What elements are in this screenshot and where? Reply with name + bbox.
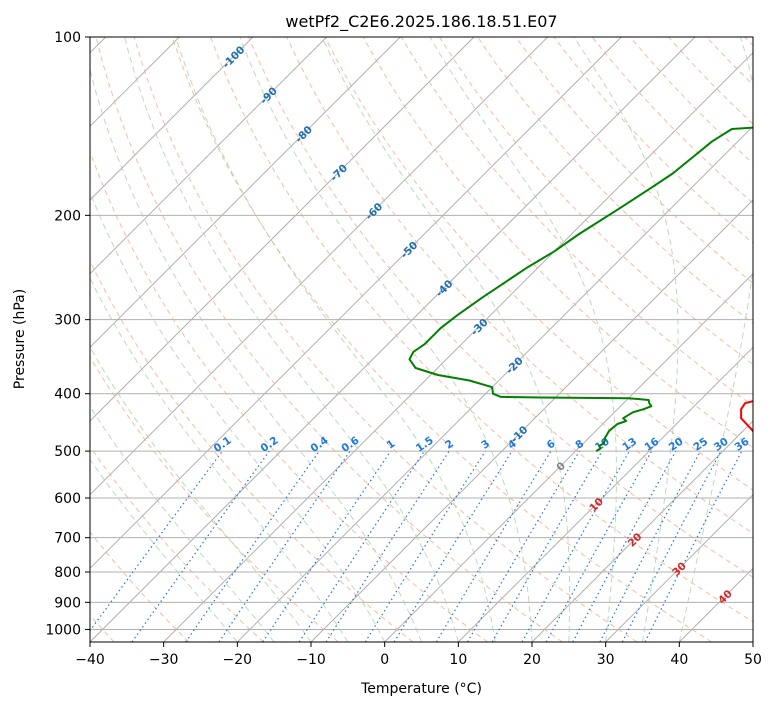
dewpoint-profile: [410, 37, 775, 451]
dry-adiabat: [211, 37, 775, 642]
x-tick-label: 30: [597, 652, 615, 668]
x-tick-label: 50: [744, 652, 762, 668]
isotherm-label: -80: [293, 124, 315, 146]
mixing-ratio-line: [132, 451, 269, 642]
dry-adiabat: [20, 37, 413, 642]
moist-adiabat: [83, 37, 422, 642]
mixing-ratio-label: 0.4: [308, 434, 330, 455]
y-tick-label: 300: [54, 313, 81, 329]
isotherm-line: [458, 37, 775, 642]
x-axis-label: Temperature (°C): [360, 681, 482, 697]
y-tick-label: 800: [54, 565, 81, 581]
chart-title: wetPf2_C2E6.2025.186.18.51.E07: [285, 12, 557, 32]
x-tick-label: −30: [149, 652, 179, 668]
moist-adiabat: [0, 37, 237, 642]
y-tick-label: 700: [54, 531, 81, 547]
mixing-ratio-label: 1.5: [414, 434, 436, 455]
mixing-ratio-line: [522, 451, 629, 642]
x-tick-label: −40: [75, 652, 105, 668]
isotherm-label: -60: [363, 201, 385, 223]
isotherm-label: -100: [220, 44, 247, 71]
mixing-ratio-line: [600, 451, 701, 642]
mixing-ratio-label: 2: [443, 438, 456, 452]
y-tick-label: 600: [54, 491, 81, 507]
x-tick-label: −20: [223, 652, 253, 668]
mixing-ratio-label: 0.6: [339, 434, 361, 455]
isotherm-label: 20: [626, 531, 645, 550]
dry-adiabat: [439, 37, 775, 642]
moist-adiabat: [125, 37, 459, 642]
x-tick-label: −10: [296, 652, 326, 668]
mixing-ratio-label: 3: [479, 438, 492, 452]
isotherm-line: [679, 37, 775, 642]
dry-adiabat: [668, 37, 775, 642]
isotherm-label: -40: [434, 278, 456, 300]
moist-adiabat: [240, 37, 532, 642]
mixing-ratio-line: [645, 451, 742, 642]
dry-adiabat: [58, 37, 488, 642]
mixing-ratio-line: [394, 451, 512, 642]
mixing-ratio-line: [326, 451, 449, 642]
isotherm-label: -70: [328, 162, 350, 184]
isotherm-label: -90: [258, 85, 280, 107]
moist-adiabat: [574, 37, 678, 642]
dry-adiabat: [0, 37, 264, 642]
isotherm-line: [16, 37, 621, 642]
x-tick-label: 0: [380, 652, 389, 668]
isotherm-label: 40: [716, 588, 735, 607]
isotherm-line: [0, 37, 253, 642]
y-tick-label: 400: [54, 387, 81, 403]
x-tick-label: 20: [523, 652, 541, 668]
isotherm-line: [0, 37, 327, 642]
dry-adiabat: [0, 37, 338, 642]
y-tick-label: 1000: [45, 622, 81, 638]
moist-adiabat: [17, 37, 348, 642]
mixing-ratio-label: 0.1: [212, 434, 234, 455]
isotherm-label: 0: [554, 460, 568, 474]
isotherm-line: [385, 37, 775, 642]
mixing-ratio-line: [299, 451, 424, 642]
y-tick-label: 200: [54, 208, 81, 224]
plot-frame: [90, 37, 753, 642]
mixing-ratio-label: 0.2: [258, 434, 280, 455]
isotherm-line: [0, 37, 400, 642]
isotherm-label: -20: [504, 355, 526, 377]
isotherm-line: [0, 37, 474, 642]
y-axis-label: Pressure (hPa): [12, 289, 28, 389]
mixing-ratio-line: [468, 451, 580, 642]
y-tick-label: 900: [54, 595, 81, 611]
x-tick-label: 40: [670, 652, 688, 668]
isotherm-line: [237, 37, 775, 642]
mixing-ratio-line: [82, 451, 223, 642]
mixing-ratio-line: [365, 451, 485, 642]
mixing-ratio-label: 1: [385, 438, 398, 452]
temperature-profile: [741, 37, 775, 451]
moist-adiabat: [0, 37, 311, 642]
dry-adiabat: [0, 37, 189, 642]
isotherm-line: [90, 37, 695, 642]
moist-adiabat: [322, 37, 570, 642]
y-tick-label: 500: [54, 444, 81, 460]
y-tick-label: 100: [54, 30, 81, 46]
x-tick-label: 10: [449, 652, 467, 668]
isotherm-line: [753, 37, 775, 642]
isotherm-label: 30: [670, 560, 689, 579]
moist-adiabat: [176, 37, 495, 642]
mixing-ratio-line: [573, 451, 676, 642]
mixing-ratio-line: [263, 451, 391, 642]
moist-adiabat: [0, 37, 274, 642]
